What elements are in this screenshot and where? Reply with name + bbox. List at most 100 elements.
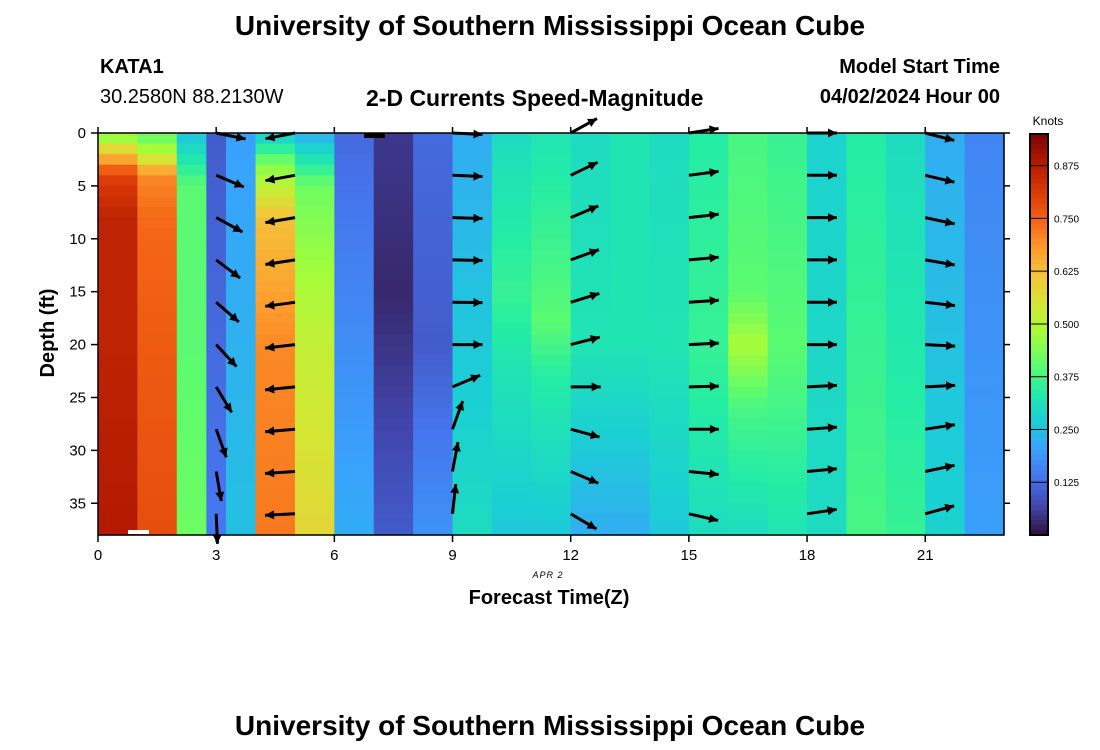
colorbar-segment [1030, 209, 1048, 215]
heatmap-cell [885, 344, 926, 356]
heatmap-cell [206, 270, 227, 282]
colorbar-tick-label: 0.375 [1054, 373, 1079, 384]
heatmap-cell [925, 408, 966, 420]
heatmap-cell [452, 164, 493, 176]
heatmap-cell [491, 164, 532, 176]
heatmap-cell [610, 175, 651, 187]
heatmap-cell [925, 355, 966, 367]
heatmap-cell [334, 513, 375, 526]
heatmap-cell [807, 386, 848, 399]
heatmap-cell [807, 492, 848, 504]
heatmap-cell [885, 196, 926, 208]
heatmap-cell [491, 439, 532, 451]
heatmap-cell [807, 513, 848, 526]
heatmap-cell [964, 185, 1005, 198]
heatmap-cell [334, 281, 375, 293]
heatmap-cell [98, 439, 138, 451]
heatmap-cell [807, 365, 848, 377]
heatmap-cell [98, 471, 138, 483]
heatmap-cell [206, 418, 227, 430]
heatmap-cell [610, 154, 651, 166]
colorbar-segment [1030, 474, 1048, 481]
heatmap-cell [688, 355, 729, 367]
heatmap-cell [807, 196, 848, 208]
heatmap-cell [807, 482, 848, 494]
heatmap-cell [964, 323, 1005, 335]
heatmap-cell [767, 524, 808, 536]
heatmap-cell [176, 376, 207, 388]
heatmap-cell [373, 228, 414, 240]
heatmap-cell [531, 492, 572, 504]
heatmap-cell [137, 281, 178, 293]
heatmap-cell [807, 302, 848, 314]
current-arrow [925, 300, 956, 309]
heatmap-cell [226, 312, 257, 325]
heatmap-cell [334, 185, 375, 198]
current-arrow [924, 173, 955, 185]
heatmap-cell [452, 408, 493, 420]
heatmap-cell [728, 439, 769, 451]
heatmap-cell [334, 133, 375, 145]
heatmap-cell [206, 323, 227, 335]
heatmap-cell [176, 238, 207, 250]
heatmap-cell [373, 450, 414, 462]
surface-marker [128, 530, 149, 534]
heatmap-cell [226, 259, 257, 272]
heatmap-cell [294, 365, 335, 377]
heatmap-cell [176, 450, 207, 462]
heatmap-cell [334, 429, 375, 441]
heatmap-cell [137, 259, 178, 272]
heatmap-cell [413, 302, 454, 314]
heatmap-cell [570, 460, 611, 473]
heatmap-cell [964, 450, 1005, 462]
heatmap-cell [452, 249, 493, 261]
heatmap-cell [334, 154, 375, 166]
heatmap-cell [226, 270, 257, 282]
heatmap-cell [491, 408, 532, 420]
heatmap-cell [226, 164, 257, 176]
heatmap-cell [964, 408, 1005, 420]
heatmap-cell [728, 386, 769, 399]
heatmap-cell [98, 175, 138, 187]
colorbar-segment [1030, 419, 1048, 426]
heatmap-cell [728, 429, 769, 441]
heatmap-cell [176, 524, 207, 536]
heatmap-cell [728, 397, 769, 409]
colorbar-segment [1030, 304, 1048, 311]
heatmap-cell [373, 344, 414, 356]
colorbar-segment [1030, 359, 1048, 366]
heatmap-cell [531, 270, 572, 282]
colorbar-segment [1030, 449, 1048, 456]
heatmap-cell [255, 302, 296, 314]
heatmap-cell [807, 249, 848, 261]
heatmap-cell [491, 397, 532, 409]
heatmap-cell [964, 460, 1005, 473]
heatmap-cell [925, 334, 966, 346]
colorbar-segment [1030, 144, 1048, 150]
heatmap-cell [491, 207, 532, 219]
heatmap-cell [964, 217, 1005, 229]
heatmap-cell [413, 503, 454, 515]
heatmap-cell [767, 217, 808, 229]
colorbar-segment [1030, 189, 1048, 195]
heatmap-cell [728, 492, 769, 504]
current-arrow [265, 216, 296, 226]
heatmap-cell [255, 482, 296, 494]
heatmap-cell [767, 270, 808, 282]
heatmap-cell [570, 513, 611, 526]
heatmap-cell [137, 355, 178, 367]
heatmap-cell [294, 217, 335, 229]
heatmap-cell [491, 376, 532, 388]
heatmap-cell [728, 503, 769, 515]
heatmap-cell [491, 238, 532, 250]
heatmap-cell [176, 185, 207, 198]
heatmap-cell [176, 228, 207, 240]
heatmap-cell [807, 450, 848, 462]
heatmap-cell [531, 175, 572, 187]
heatmap-cell [176, 439, 207, 451]
heatmap-cell [885, 513, 926, 526]
colorbar-segment [1030, 404, 1048, 411]
heatmap-cell [491, 302, 532, 314]
heatmap-cell [807, 228, 848, 240]
heatmap-cell [688, 291, 729, 303]
